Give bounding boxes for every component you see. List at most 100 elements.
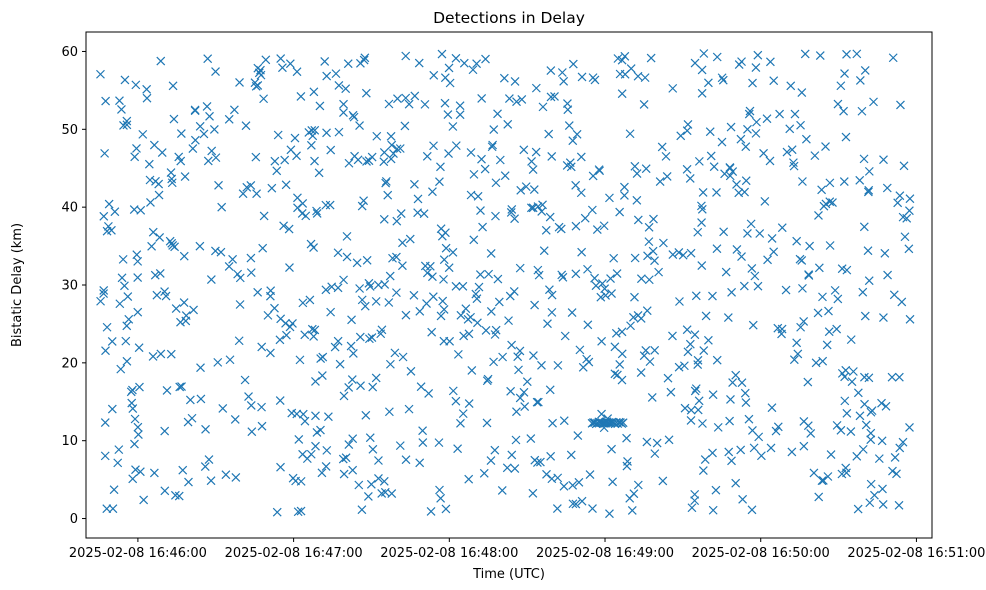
data-point [782, 147, 792, 157]
data-point [747, 264, 757, 273]
data-point [489, 125, 499, 135]
data-point [479, 468, 489, 478]
data-point [288, 473, 298, 483]
data-point [580, 213, 590, 223]
data-point [428, 187, 437, 197]
data-point [326, 307, 336, 317]
data-point [385, 271, 395, 281]
data-point [795, 254, 805, 264]
data-point [577, 496, 587, 506]
data-point [359, 196, 369, 206]
data-point [817, 476, 827, 486]
data-point [697, 204, 707, 214]
data-point [290, 133, 300, 143]
data-point [515, 393, 525, 403]
data-point [224, 261, 234, 271]
data-point [712, 52, 722, 62]
data-point [206, 476, 216, 486]
data-point [726, 394, 735, 404]
data-point [252, 189, 262, 199]
data-point [134, 343, 144, 353]
data-point [413, 194, 423, 204]
data-point [331, 69, 341, 79]
data-point [731, 478, 741, 488]
data-point [374, 474, 383, 483]
data-point [203, 54, 213, 64]
y-tick-label: 50 [61, 123, 78, 138]
data-point [895, 443, 905, 453]
y-tick-label: 40 [61, 201, 78, 216]
data-point [767, 403, 777, 413]
data-point [842, 49, 851, 59]
data-point [882, 183, 892, 193]
data-point [641, 164, 651, 174]
data-point [630, 253, 640, 263]
data-point [99, 289, 109, 299]
data-point [101, 96, 111, 106]
data-point [512, 407, 521, 417]
data-point [461, 304, 471, 314]
data-point [543, 319, 552, 329]
data-point [166, 349, 176, 359]
data-point [304, 128, 314, 137]
data-point [293, 193, 302, 203]
data-point [352, 258, 362, 268]
data-point [510, 464, 520, 474]
data-point [611, 328, 621, 338]
data-point [363, 492, 373, 501]
data-point [203, 156, 213, 166]
data-point [154, 179, 164, 189]
data-point [877, 398, 886, 408]
data-point [353, 155, 363, 165]
data-point [287, 408, 297, 418]
data-point [436, 162, 445, 172]
data-point [211, 67, 220, 76]
data-point [438, 296, 448, 306]
data-point [546, 66, 556, 76]
data-point [321, 200, 331, 210]
data-point [162, 386, 172, 395]
data-point [597, 279, 607, 288]
data-point [120, 75, 130, 85]
data-point [643, 251, 652, 261]
data-point [657, 142, 667, 152]
data-point [567, 308, 577, 317]
data-point [317, 371, 327, 381]
data-point [568, 499, 578, 509]
data-point [514, 365, 523, 375]
data-point [767, 233, 777, 243]
data-point [633, 311, 643, 320]
data-point [745, 106, 755, 116]
data-point [246, 253, 256, 263]
data-point [568, 136, 578, 146]
data-point [799, 416, 809, 426]
data-point [752, 117, 761, 127]
y-tick-label: 60 [61, 45, 78, 60]
data-point [323, 412, 333, 422]
data-point [663, 373, 673, 383]
data-point [668, 83, 678, 93]
data-point [571, 221, 581, 231]
data-point [682, 164, 692, 174]
data-point [531, 83, 541, 93]
data-point [107, 225, 116, 235]
data-point [506, 386, 516, 396]
data-point [676, 131, 686, 141]
data-point [853, 504, 863, 514]
data-point [701, 311, 711, 321]
data-point [436, 311, 446, 321]
data-point [149, 468, 159, 478]
data-point [368, 444, 378, 454]
data-point [560, 331, 570, 341]
data-point [124, 314, 134, 324]
data-point [539, 246, 549, 256]
data-point [666, 387, 676, 397]
data-point [896, 100, 905, 110]
data-point [464, 329, 474, 339]
data-point [512, 97, 521, 107]
data-point [469, 235, 479, 245]
data-point [122, 321, 132, 331]
data-point [721, 267, 731, 277]
data-point [100, 418, 110, 427]
data-point [130, 152, 140, 162]
